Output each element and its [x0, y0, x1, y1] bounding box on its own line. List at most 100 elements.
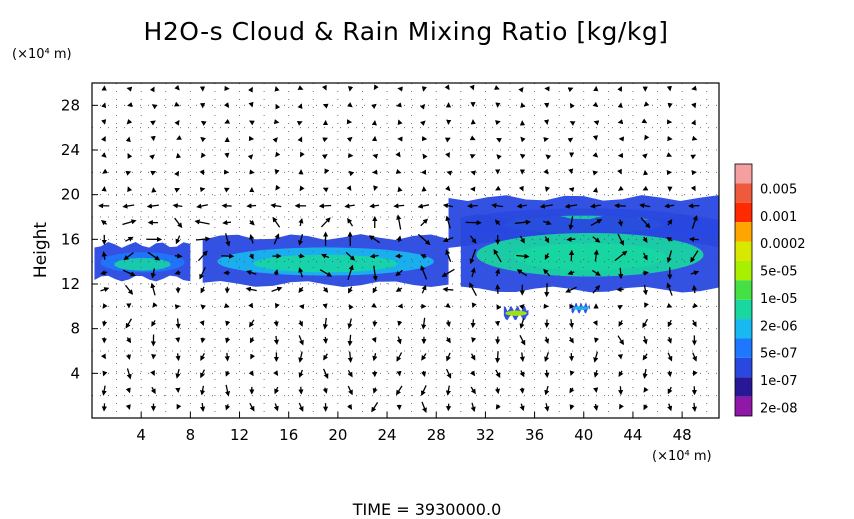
wind-vector: [495, 185, 501, 191]
wind-vector: [642, 236, 648, 243]
wind-vector: [150, 268, 156, 279]
wind-vector: [249, 402, 255, 412]
wind-vector: [199, 187, 206, 193]
wind-vector: [122, 219, 137, 226]
wind-vector: [544, 352, 550, 363]
wind-vector: [516, 269, 528, 277]
wind-vector: [101, 385, 107, 396]
wind-vector: [445, 152, 450, 158]
cloud-field-layer: [94, 195, 719, 321]
wind-vector: [614, 203, 626, 209]
wind-vector: [175, 152, 182, 159]
wind-vector: [396, 370, 402, 377]
wind-vector: [369, 253, 379, 259]
wind-vector: [347, 334, 353, 347]
wind-vector: [149, 86, 155, 93]
wind-vector: [347, 351, 353, 363]
wind-vector: [369, 203, 380, 209]
x-tick-label: 36: [525, 426, 544, 444]
wind-vector: [445, 368, 452, 379]
wind-vector: [126, 86, 133, 92]
wind-vector: [618, 320, 624, 327]
wind-vector: [322, 187, 329, 193]
wind-vector: [175, 368, 181, 379]
colorbar-swatch: [735, 319, 752, 339]
colorbar-label: 1e-05: [760, 292, 798, 307]
wind-vector: [543, 268, 551, 277]
colorbar-label: 0.001: [760, 210, 797, 225]
x-tick-label: 24: [378, 426, 397, 444]
wind-vector: [643, 386, 649, 393]
x-tick-label: 44: [623, 426, 642, 444]
wind-vector: [445, 385, 451, 396]
wind-vector: [691, 402, 697, 413]
wind-vector: [125, 354, 132, 361]
wind-vector: [568, 187, 575, 193]
wind-vector: [174, 269, 181, 275]
wind-vector: [618, 370, 624, 377]
wind-vector: [246, 270, 257, 276]
wind-vector: [569, 404, 575, 411]
wind-vector: [200, 369, 206, 379]
wind-vector: [101, 152, 107, 158]
cloud-region: [202, 234, 449, 287]
wind-vector: [102, 303, 108, 309]
wind-vector: [126, 118, 133, 125]
wind-vector: [347, 264, 354, 281]
wind-vector: [225, 337, 231, 344]
wind-vector: [150, 170, 157, 176]
wind-vector: [273, 320, 279, 327]
wind-vector: [518, 185, 524, 192]
wind-vector: [122, 269, 136, 277]
wind-vector: [417, 233, 431, 246]
wind-vector: [471, 337, 477, 343]
wind-vector: [150, 282, 156, 296]
wind-vector: [441, 268, 455, 278]
wind-vector: [642, 318, 649, 329]
wind-vector: [519, 370, 525, 378]
wind-vector: [322, 303, 328, 309]
wind-vector: [666, 282, 673, 296]
wind-vector: [519, 153, 526, 159]
wind-vector: [617, 335, 624, 346]
wind-vector: [469, 135, 476, 141]
wind-vector: [151, 320, 157, 327]
wind-vector: [422, 153, 428, 160]
wind-vector: [693, 370, 698, 377]
colorbar-label: 5e-05: [760, 265, 798, 280]
wind-vector: [470, 353, 476, 361]
wind-vector: [298, 351, 304, 363]
x-tick-label: 16: [279, 426, 298, 444]
x-tick-label: 4: [136, 426, 146, 444]
wind-vector: [494, 85, 500, 90]
wind-vector: [519, 387, 525, 394]
wind-vector: [372, 320, 378, 327]
wind-vector: [421, 284, 427, 294]
wind-vector: [372, 353, 378, 362]
y-axis-unit: (×10⁴ m): [12, 47, 72, 62]
wind-vector: [175, 353, 181, 362]
colorbar-label: 2e-08: [760, 402, 798, 417]
wind-vector: [347, 102, 353, 108]
chart-title: H2O-s Cloud & Rain Mixing Ratio [kg/kg]: [144, 17, 669, 46]
x-axis-ticks: 4 8 12 16 20 24 28 32 36 40 44 48: [136, 412, 692, 444]
wind-vector: [174, 119, 180, 126]
wind-vector: [420, 265, 428, 280]
y-tick-label: 16: [61, 230, 80, 248]
wind-vector: [348, 170, 355, 177]
wind-vector: [248, 370, 254, 377]
wind-vector: [248, 302, 254, 309]
wind-vector: [347, 404, 352, 410]
wind-vector: [642, 270, 650, 276]
wind-vector: [102, 168, 108, 174]
wind-vector: [667, 336, 672, 344]
wind-vector: [617, 86, 623, 92]
colorbar-swatch: [735, 299, 752, 320]
wind-vector: [442, 286, 454, 293]
wind-vector: [690, 250, 699, 263]
wind-vector: [123, 252, 134, 261]
wind-vector: [568, 319, 575, 329]
cloud-region: [460, 214, 719, 293]
wind-vector: [127, 186, 133, 193]
cloud-region: [94, 241, 191, 282]
